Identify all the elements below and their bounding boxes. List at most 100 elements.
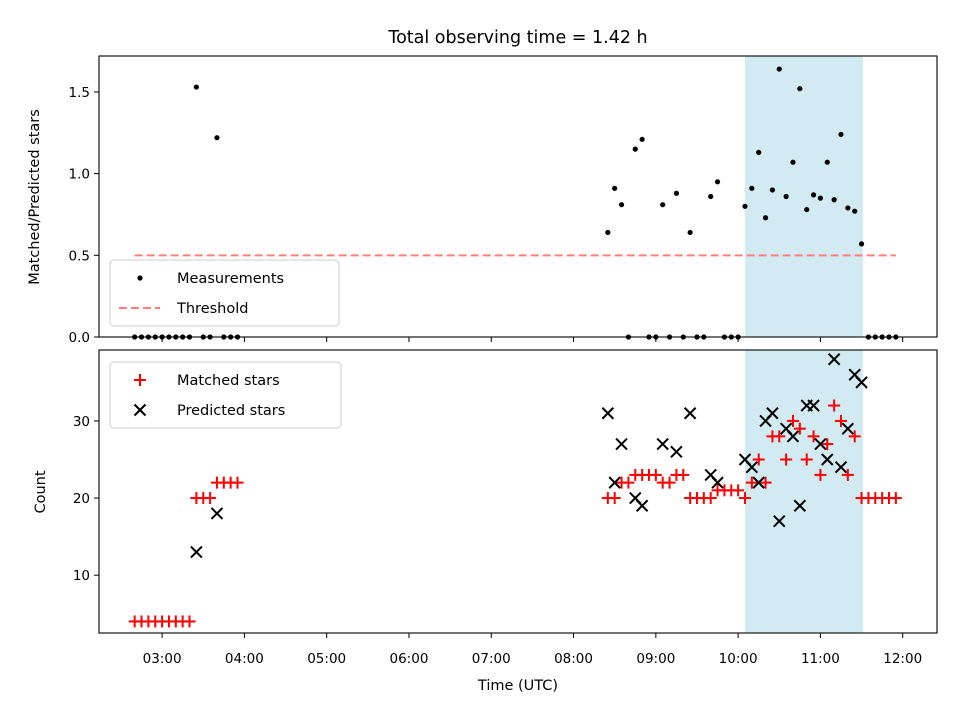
- bottom-y-axis-label: Count: [33, 470, 49, 513]
- y-tick-label: 20: [73, 491, 90, 507]
- measurement-point: [742, 203, 748, 209]
- matched-star-point: [738, 492, 751, 505]
- predicted-star-point: [635, 499, 649, 512]
- measurement-point: [769, 187, 776, 193]
- matched-star-point: [204, 492, 217, 505]
- matched-star-point: [745, 476, 758, 489]
- x-tick-label: 03:00: [143, 651, 182, 667]
- y-tick-label: 1.0: [69, 167, 90, 183]
- matched-star-point: [834, 414, 847, 427]
- predicted-star-point: [773, 514, 786, 528]
- predicted-star-point: [827, 353, 841, 366]
- top-y-ticks: 0.0 0.5 1.0 1.5: [69, 85, 99, 346]
- x-tick-label: 07:00: [472, 651, 511, 667]
- predicted-star-point: [601, 407, 615, 420]
- measurement-point: [714, 179, 721, 185]
- top-legend: Measurements Threshold: [109, 259, 340, 327]
- matched-star-point: [807, 430, 820, 443]
- measurement-point: [762, 215, 769, 221]
- x-axis-label: Time (UTC): [477, 678, 558, 694]
- measurement-point: [660, 202, 666, 208]
- matched-star-point: [732, 484, 745, 497]
- bottom-x-ticks: 03:00 04:00 05:00 06:00 07:00 08:00 09:00 10:00…: [143, 633, 922, 667]
- y-tick-label: 0.0: [69, 330, 90, 346]
- matched-star-point: [800, 453, 813, 466]
- predicted-star-point: [670, 445, 683, 458]
- measurement-point: [708, 193, 714, 200]
- measurement-point: [632, 146, 638, 152]
- measurement-point: [810, 192, 817, 198]
- x-tick-label: 09:00: [636, 651, 675, 667]
- predicted-star-point: [608, 476, 621, 489]
- matched-star-point: [677, 468, 690, 481]
- x-tick-label: 12:00: [883, 651, 922, 667]
- matched-star-point: [821, 438, 834, 451]
- predicted-star-point: [210, 507, 224, 520]
- predicted-star-point: [745, 461, 759, 474]
- predicted-star-point: [752, 476, 765, 489]
- predicted-star-point: [841, 422, 855, 435]
- predicted-star-point: [711, 476, 724, 489]
- measurement-point: [673, 190, 680, 196]
- measurement-point: [605, 229, 611, 236]
- matched-star-point: [814, 468, 827, 481]
- matched-star-point: [841, 468, 854, 481]
- measurement-point: [817, 195, 824, 201]
- predicted-star-point: [656, 437, 669, 451]
- measurement-point: [824, 159, 830, 165]
- measurement-point: [639, 136, 645, 142]
- measurement-point: [687, 229, 693, 236]
- predicted-stars-points: [190, 353, 868, 559]
- chart-title: Total observing time = 1.42 h: [387, 28, 647, 48]
- x-tick-label: 06:00: [390, 651, 429, 667]
- x-tick-label: 08:00: [554, 651, 593, 667]
- matched-star-point: [786, 414, 799, 427]
- legend-measurements-label: Measurements: [177, 271, 284, 287]
- measurement-point: [214, 135, 220, 141]
- bottom-axes-frame: [98, 349, 938, 634]
- predicted-star-point: [807, 399, 820, 412]
- matched-star-point: [663, 476, 676, 489]
- matched-star-point: [759, 476, 772, 489]
- matched-star-point: [773, 430, 786, 443]
- matched-star-point: [780, 453, 793, 466]
- matched-stars-points: [128, 399, 902, 628]
- predicted-star-point: [814, 437, 827, 451]
- predicted-star-point: [786, 430, 800, 443]
- measurement-point: [790, 159, 796, 165]
- y-tick-label: 10: [73, 568, 90, 584]
- predicted-star-point: [793, 499, 807, 512]
- bottom-highlight-span: [744, 350, 863, 633]
- y-tick-label: 0.5: [69, 248, 90, 264]
- measurement-point: [797, 86, 803, 92]
- x-tick-label: 04:00: [225, 651, 264, 667]
- top-highlight-span: [744, 56, 863, 337]
- predicted-star-point: [615, 437, 628, 451]
- legend-measurement-marker: [137, 275, 143, 281]
- legend-matched-marker: [134, 374, 146, 386]
- matched-star-point: [622, 476, 635, 489]
- top-y-axis-label: Matched/Predicted stars: [27, 109, 43, 285]
- matched-star-point: [848, 430, 861, 443]
- bottom-y-ticks: 10 20 30: [73, 414, 99, 584]
- predicted-star-point: [683, 407, 697, 420]
- predicted-star-point: [190, 545, 203, 559]
- legend-matched-label: Matched stars: [177, 373, 280, 389]
- legend-predicted-label: Predicted stars: [177, 403, 285, 419]
- measurement-point: [749, 185, 755, 191]
- measurement-point: [193, 84, 199, 90]
- x-tick-label: 11:00: [801, 651, 840, 667]
- matched-star-point: [828, 399, 841, 412]
- measurement-point: [845, 205, 851, 211]
- top-legend-box: [109, 259, 340, 327]
- measurement-point: [852, 208, 858, 214]
- matched-star-point: [889, 492, 902, 505]
- matched-star-point: [704, 492, 717, 505]
- predicted-star-point: [834, 461, 848, 474]
- bottom-panel: 10 20 30 03:00 04:00 05:00 06:00 07:00 08:00 09:…: [33, 349, 938, 694]
- measurement-point: [756, 149, 762, 155]
- y-tick-label: 1.5: [69, 85, 90, 101]
- measurement-point: [612, 185, 618, 191]
- bottom-legend-box: [109, 361, 342, 429]
